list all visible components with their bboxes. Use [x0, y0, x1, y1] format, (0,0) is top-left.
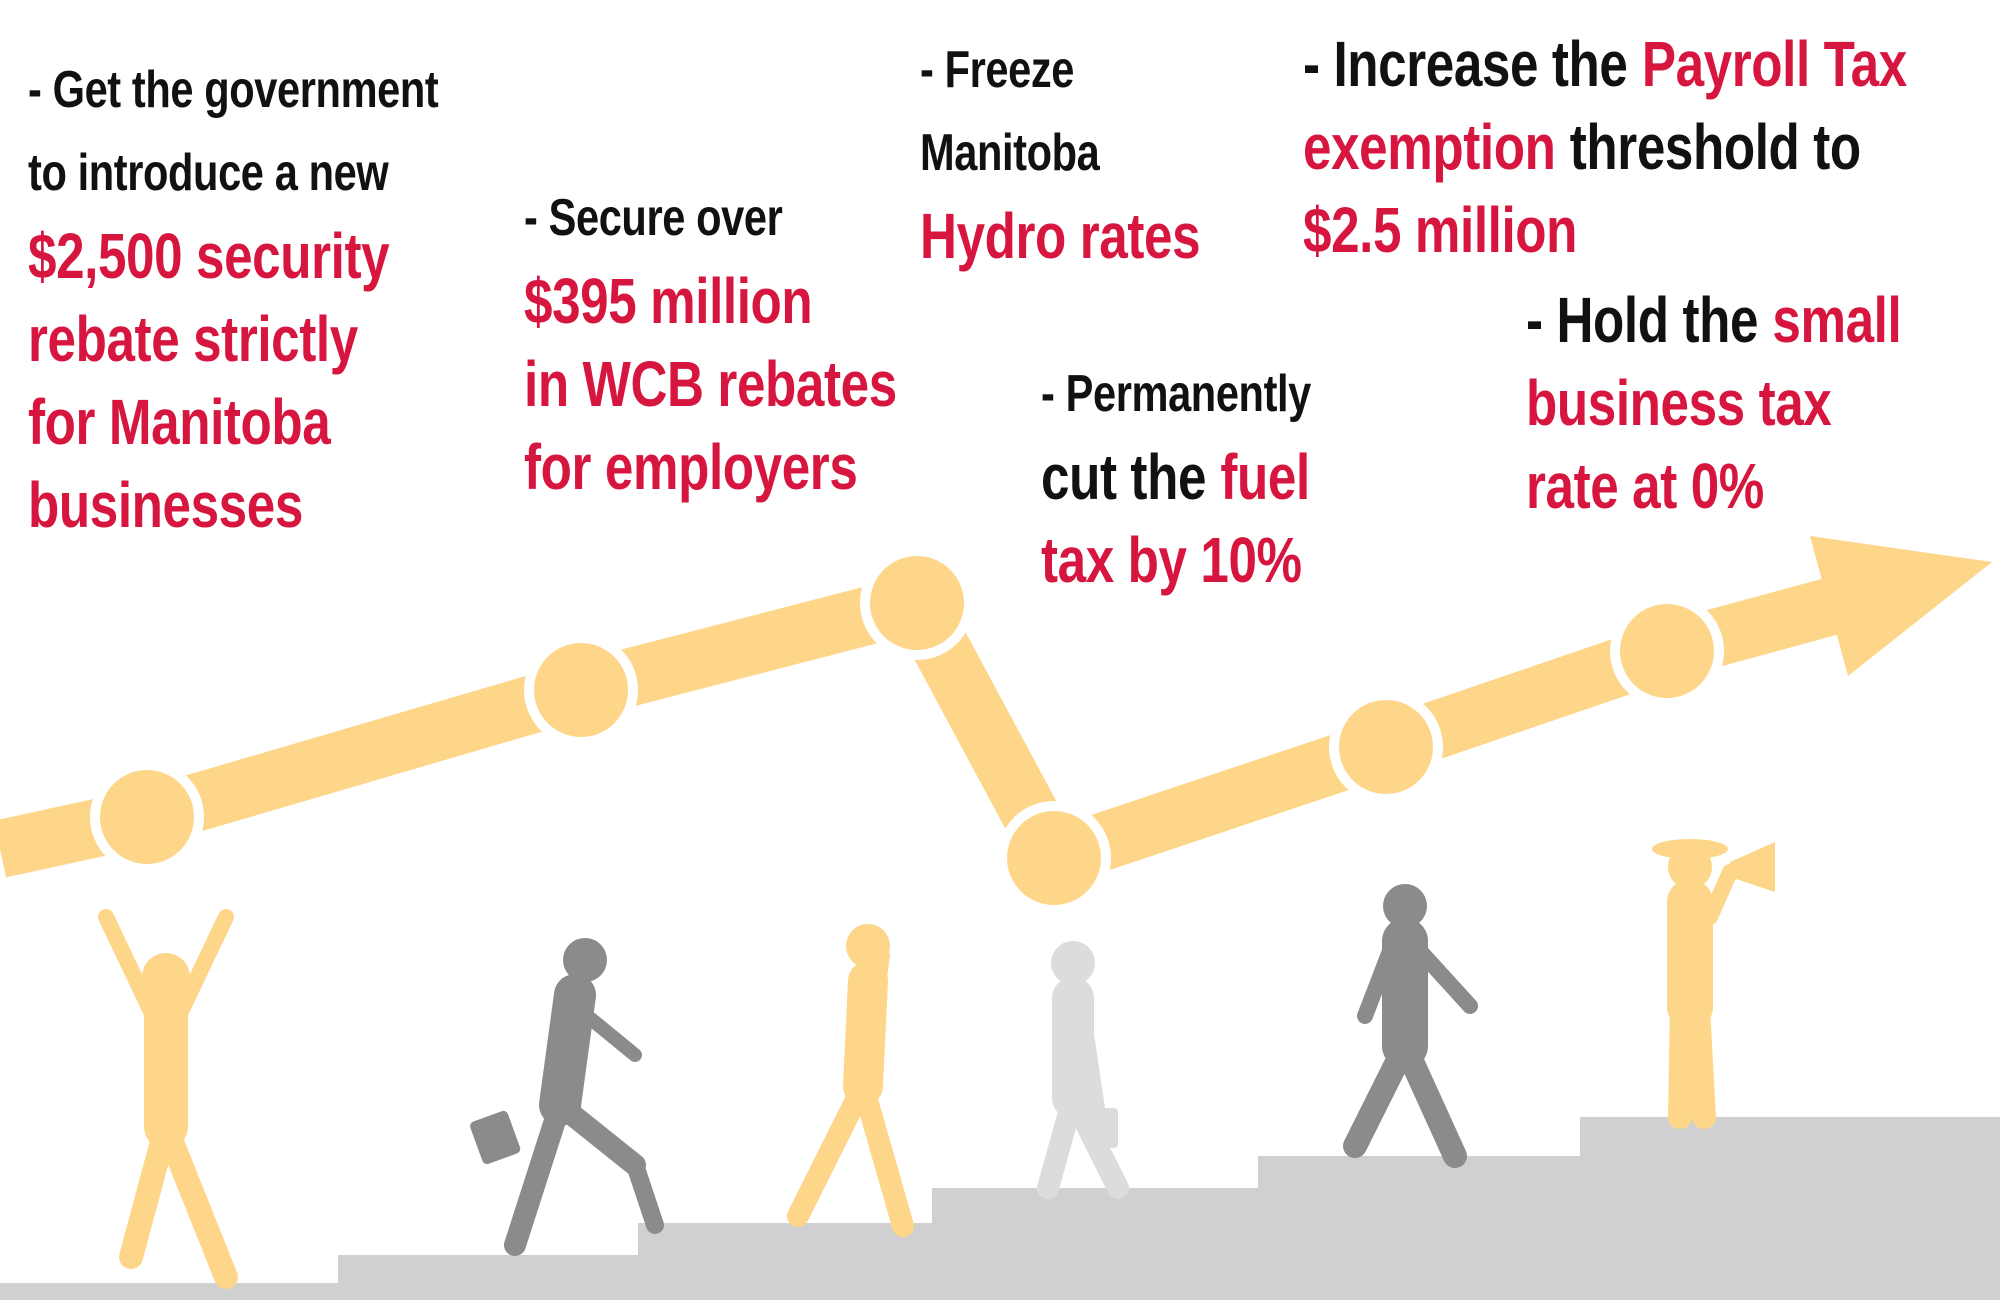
- text-segment: rebate strictly: [28, 302, 358, 375]
- text-line: cut the fuel: [1041, 435, 1311, 518]
- person-walking: [470, 938, 664, 1256]
- text-segment: businesses: [28, 468, 303, 541]
- text-segment: - Freeze: [920, 40, 1075, 99]
- text-line: $395 million: [524, 259, 897, 342]
- goal-item: - Secure over $395 million in WCB rebates f…: [524, 176, 990, 508]
- text-line: rebate strictly: [28, 297, 438, 380]
- text-line: Manitoba: [920, 111, 1200, 194]
- text-segment: for employers: [524, 430, 858, 503]
- text-line: businesses: [28, 463, 438, 546]
- person-megaphone: [1652, 839, 1775, 1129]
- milestone: [1329, 690, 1443, 804]
- text-line: in WCB rebates: [524, 342, 897, 425]
- text-segment: for Manitoba: [28, 385, 331, 458]
- text-line: $2.5 million: [1303, 188, 1907, 271]
- text-line: - Permanently: [1041, 352, 1311, 435]
- person-cheering: [98, 909, 238, 1289]
- stairs: [0, 1117, 2000, 1300]
- text-line: - Secure over: [524, 176, 897, 259]
- person-faded: [1037, 941, 1129, 1199]
- text-line: - Get the government: [28, 48, 439, 131]
- text-segment: exemption: [1303, 110, 1556, 183]
- text-line: for employers: [524, 425, 897, 508]
- text-segment: in WCB rebates: [524, 347, 897, 420]
- milestone: [860, 546, 974, 660]
- text-segment: rate at 0%: [1526, 449, 1764, 522]
- text-segment: - Increase the: [1303, 27, 1628, 100]
- text-line: Hydro rates: [920, 194, 1201, 277]
- milestone: [524, 633, 638, 747]
- person-phone: [787, 924, 914, 1237]
- text-line: - Freeze: [920, 28, 1200, 111]
- milestone: [1610, 594, 1724, 708]
- text-segment: $395 million: [524, 264, 813, 337]
- text-line: - Hold the small: [1526, 278, 1902, 361]
- text-line: $2,500 security: [28, 214, 438, 297]
- text-segment: $2,500 security: [28, 219, 390, 292]
- text-line: to introduce a new: [28, 131, 438, 214]
- text-segment: fuel: [1220, 440, 1310, 513]
- text-segment: - Permanently: [1041, 364, 1311, 423]
- arrow-head: [1810, 536, 1992, 676]
- text-line: - Increase the Payroll Tax: [1303, 22, 1907, 105]
- text-segment: - Secure over: [524, 188, 783, 247]
- text-segment: to introduce a new: [28, 143, 389, 202]
- text-segment: business tax: [1526, 366, 1832, 439]
- text-line: for Manitoba: [28, 380, 438, 463]
- text-line: tax by 10%: [1041, 518, 1311, 601]
- text-segment: $2.5 million: [1303, 193, 1578, 266]
- goal-item: - Freeze Manitoba Hydro rates: [920, 28, 1270, 277]
- text-segment: Payroll Tax: [1641, 27, 1907, 100]
- text-segment: Hydro rates: [920, 199, 1201, 272]
- text-segment: - Hold the: [1526, 283, 1759, 356]
- goal-item: - Hold the small business tax rate at 0%: [1526, 278, 1995, 527]
- goal-item: - Permanently cut the fuel tax by 10%: [1041, 352, 1378, 601]
- text-line: business tax: [1526, 361, 1901, 444]
- text-segment: small: [1772, 283, 1902, 356]
- text-segment: Manitoba: [920, 123, 1100, 182]
- milestone: [997, 801, 1111, 915]
- goal-item: - Increase the Payroll Tax exemption thresh…: [1303, 22, 2000, 271]
- milestone: [90, 760, 204, 874]
- text-line: rate at 0%: [1526, 444, 1901, 527]
- goal-item: - Get the government to introduce a new $2…: [28, 48, 541, 546]
- text-segment: tax by 10%: [1041, 523, 1302, 596]
- text-segment: threshold to: [1569, 110, 1861, 183]
- text-segment: cut the: [1041, 440, 1207, 513]
- text-segment: - Get the government: [28, 60, 439, 119]
- text-line: exemption threshold to: [1303, 105, 1907, 188]
- person-striding: [1343, 884, 1478, 1168]
